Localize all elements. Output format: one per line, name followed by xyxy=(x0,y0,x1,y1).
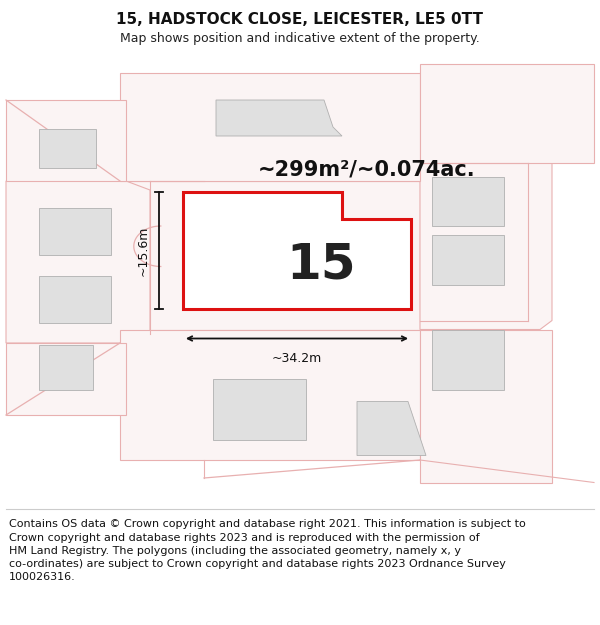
Polygon shape xyxy=(432,176,504,226)
Polygon shape xyxy=(39,345,93,390)
Polygon shape xyxy=(6,343,126,415)
Polygon shape xyxy=(120,181,420,329)
Polygon shape xyxy=(213,379,306,440)
Polygon shape xyxy=(357,401,426,456)
Text: ~15.6m: ~15.6m xyxy=(137,226,150,276)
Polygon shape xyxy=(120,73,420,181)
Polygon shape xyxy=(420,64,594,163)
Text: ~299m²/~0.074ac.: ~299m²/~0.074ac. xyxy=(258,160,476,180)
Polygon shape xyxy=(432,329,504,390)
Polygon shape xyxy=(183,192,411,309)
Text: 15: 15 xyxy=(286,240,356,288)
Polygon shape xyxy=(6,100,126,181)
Polygon shape xyxy=(420,329,552,482)
Polygon shape xyxy=(6,181,150,343)
Text: 15, HADSTOCK CLOSE, LEICESTER, LE5 0TT: 15, HADSTOCK CLOSE, LEICESTER, LE5 0TT xyxy=(116,12,484,27)
Polygon shape xyxy=(39,129,96,168)
Polygon shape xyxy=(120,329,420,460)
Polygon shape xyxy=(432,235,504,284)
Text: Map shows position and indicative extent of the property.: Map shows position and indicative extent… xyxy=(120,32,480,45)
Polygon shape xyxy=(216,100,342,136)
Text: Contains OS data © Crown copyright and database right 2021. This information is : Contains OS data © Crown copyright and d… xyxy=(9,519,526,582)
Text: ~34.2m: ~34.2m xyxy=(272,352,322,365)
Polygon shape xyxy=(420,154,552,329)
Polygon shape xyxy=(39,208,111,255)
Polygon shape xyxy=(39,276,111,322)
